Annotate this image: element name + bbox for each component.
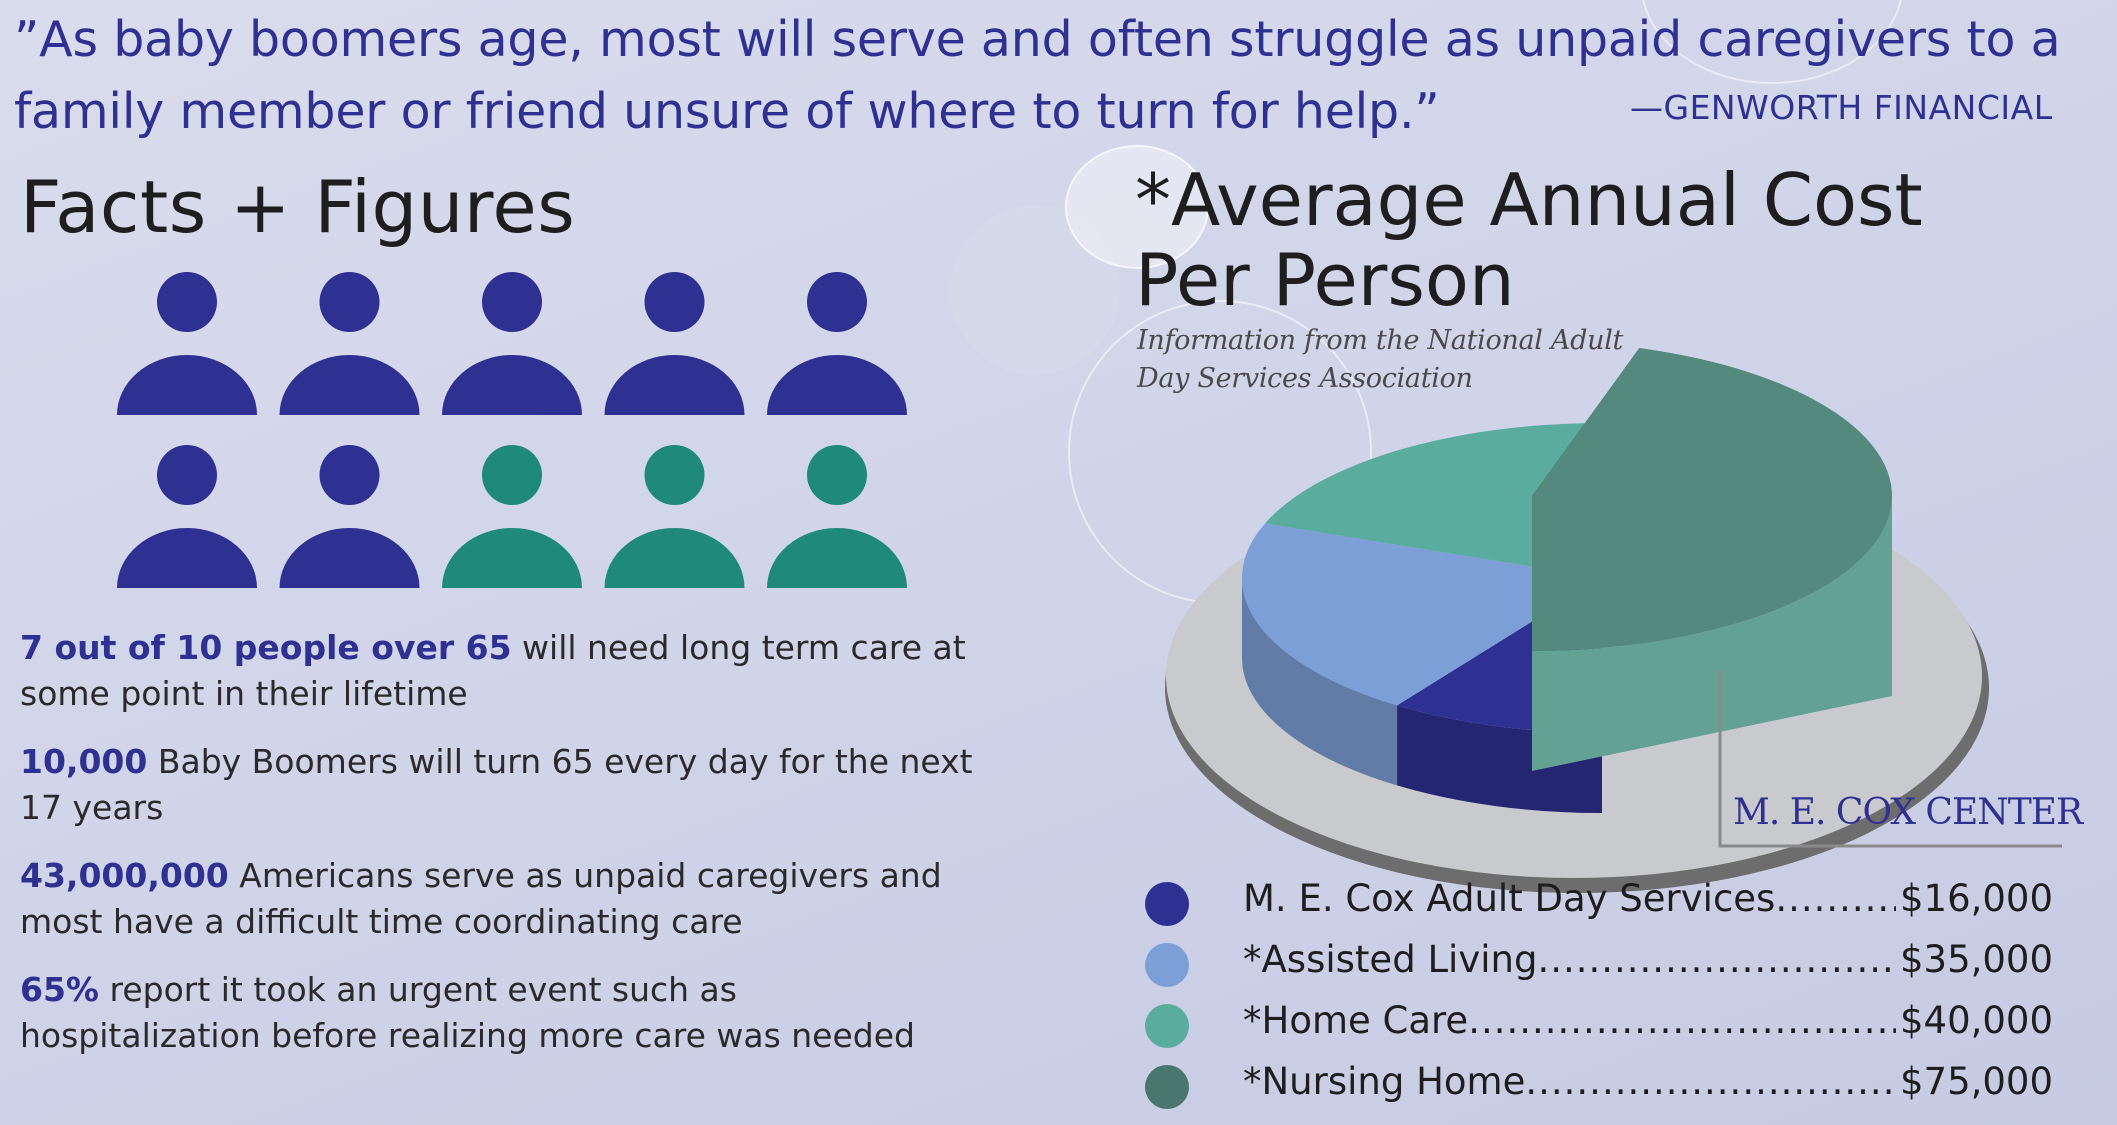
pie-slice [1532, 348, 1892, 651]
fact-highlight: 10,000 [20, 742, 148, 781]
legend-item: M. E. Cox Adult Day Services $16,000 [1145, 870, 2065, 931]
person-icon [117, 445, 257, 588]
fact-text: Americans serve as unpaid caregivers and… [20, 856, 942, 941]
person-icon [604, 445, 745, 588]
person-icon [117, 272, 257, 415]
chart-legend: M. E. Cox Adult Day Services $16,000 *Ass… [1145, 870, 2065, 1114]
fact-item: 65% report it took an urgent event such … [20, 967, 980, 1059]
pie-slice [1242, 523, 1602, 706]
legend-item: *Home Care $40,000 [1145, 992, 2065, 1053]
legend-item: *Nursing Home $75,000 [1145, 1053, 2065, 1114]
chart-title: *Average Annual Cost Per Person [1135, 158, 1923, 322]
fact-item: 43,000,000 Americans serve as unpaid car… [20, 853, 980, 945]
cox-center-label: M. E. COX CENTER [1733, 792, 2083, 833]
fact-highlight: 65% [20, 970, 99, 1009]
fact-highlight: 7 out of 10 people over 65 [20, 628, 512, 667]
facts-list: 7 out of 10 people over 65 will need lon… [20, 625, 1020, 1081]
legend-item: *Assisted Living $35,000 [1145, 931, 2065, 992]
fact-text: report it took an urgent event such as h… [20, 970, 915, 1055]
person-icon [279, 272, 420, 415]
person-icon [279, 445, 420, 588]
legend-swatch [1145, 943, 1189, 987]
pie-chart [1165, 348, 2062, 893]
fact-text: will need long term care at some point i… [20, 628, 966, 713]
quote-source: —GENWORTH FINANCIAL [1630, 88, 2053, 127]
person-icon [604, 272, 745, 415]
person-icon [442, 272, 582, 415]
fact-highlight: 43,000,000 [20, 856, 229, 895]
chart-subtitle: Information from the National Adult Day … [1137, 325, 1624, 394]
legend-label: *Nursing Home [1243, 1060, 1526, 1103]
pie-slice-side [1532, 496, 1892, 771]
label-leader-line [1718, 670, 2062, 848]
quote-text: ”As baby boomers age, most will serve an… [14, 11, 2061, 140]
fact-item: 10,000 Baby Boomers will turn 65 every d… [20, 739, 980, 831]
person-icon [767, 445, 907, 588]
people-pictogram [117, 272, 907, 588]
person-icon [767, 272, 907, 415]
facts-title: Facts + Figures [20, 165, 576, 249]
legend-swatch [1145, 882, 1189, 926]
legend-value: $40,000 [1899, 999, 2053, 1042]
legend-value: $16,000 [1899, 877, 2053, 920]
legend-label: *Assisted Living [1243, 938, 1538, 981]
person-icon [442, 445, 582, 588]
legend-label: *Home Care [1243, 999, 1469, 1042]
legend-swatch [1145, 1004, 1189, 1048]
fact-item: 7 out of 10 people over 65 will need lon… [20, 625, 980, 717]
pie-slice-side [1242, 578, 1398, 786]
legend-value: $75,000 [1899, 1060, 2053, 1103]
legend-value: $35,000 [1899, 938, 2053, 981]
fact-text: Baby Boomers will turn 65 every day for … [20, 742, 973, 827]
legend-label: M. E. Cox Adult Day Services [1243, 877, 1776, 920]
legend-swatch [1145, 1065, 1189, 1109]
